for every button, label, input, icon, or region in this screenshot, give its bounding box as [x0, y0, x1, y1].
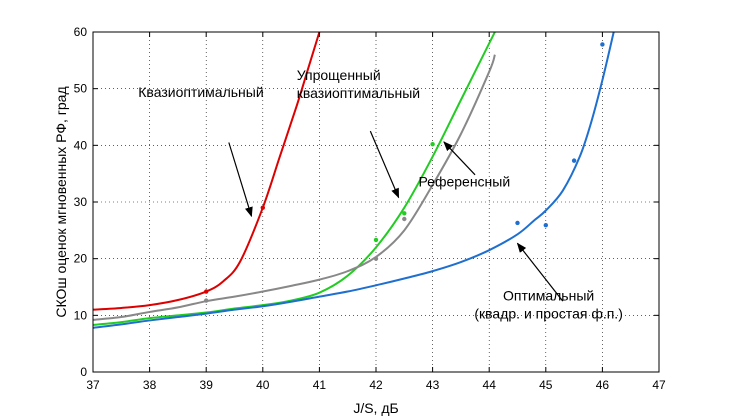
series-line — [92, 31, 321, 311]
series-quasioptimal — [92, 31, 321, 311]
series-optimal — [92, 31, 615, 329]
annotation-line: (квадр. и простая ф.п.) — [474, 306, 623, 322]
series-simplified-quasioptimal — [92, 31, 496, 326]
annotation-line: Квазиоптимальный — [138, 84, 263, 100]
data-point — [204, 298, 209, 303]
annotation-line: Упрощенный — [297, 67, 381, 83]
annotation-line: квазиоптимальный — [297, 85, 420, 101]
annotation-line: Референсный — [418, 174, 510, 190]
y-tick-label: 0 — [80, 365, 87, 379]
x-tick-label: 39 — [200, 378, 214, 392]
annotation-label: Оптимальный (квадр. и простая ф.п.) — [474, 288, 623, 322]
annotation-arrow — [369, 130, 400, 199]
y-tick-label: 60 — [74, 25, 88, 39]
y-axis-label: СКОш оценок мгновенных РФ, град — [53, 86, 69, 317]
x-tick-label: 41 — [313, 378, 327, 392]
x-tick-label: 42 — [369, 378, 383, 392]
annotation: Упрощенный квазиоптимальный — [297, 67, 420, 199]
series-line — [92, 31, 615, 329]
data-point — [204, 289, 209, 294]
data-point — [373, 237, 379, 243]
data-point — [571, 158, 577, 163]
annotation-label: Квазиоптимальный — [138, 84, 263, 100]
annotation-arrow — [228, 142, 253, 218]
annotation-label: Референсный — [418, 174, 510, 190]
data-point — [515, 220, 520, 226]
grid — [93, 32, 659, 372]
annotation-label: Упрощенный квазиоптимальный — [297, 67, 420, 101]
y-tick-label: 30 — [74, 195, 88, 209]
x-tick-label: 44 — [483, 378, 497, 392]
x-tick-label: 40 — [256, 378, 270, 392]
x-tick-label: 43 — [426, 378, 440, 392]
annotation: Референсный — [418, 141, 510, 190]
annotation-line: Оптимальный — [503, 288, 594, 304]
data-point — [402, 216, 407, 222]
x-tick-label: 37 — [86, 378, 100, 392]
annotation: Квазиоптимальный — [138, 84, 264, 218]
series-line — [92, 54, 496, 321]
x-tick-label: 38 — [143, 378, 157, 392]
x-tick-label: 46 — [596, 378, 610, 392]
annotation-layer: Квазиоптимальный Упрощенный квазиоптимальн… — [138, 67, 623, 321]
y-tick-label: 10 — [74, 308, 88, 322]
annotation: Оптимальный (квадр. и простая ф.п.) — [474, 242, 623, 322]
x-tick-label: 45 — [539, 378, 553, 392]
series-reference — [92, 54, 496, 321]
series-line — [92, 31, 496, 326]
annotation-arrow — [443, 141, 476, 176]
data-point — [543, 223, 548, 228]
data-point — [260, 205, 265, 210]
x-tick-label: 47 — [652, 378, 666, 392]
data-point — [600, 42, 605, 47]
tick-layer: 37 38 39 40 41 42 43 44 45 46 47 0 10 20 30 40 50 60 — [74, 25, 666, 392]
series-layer — [92, 31, 615, 329]
data-point — [402, 211, 407, 216]
x-axis-label: J/S, дБ — [353, 400, 398, 416]
annotation-arrow — [516, 242, 564, 302]
y-tick-label: 40 — [74, 138, 88, 152]
data-point — [430, 142, 435, 147]
y-tick-label: 20 — [74, 252, 88, 266]
data-point — [373, 256, 379, 261]
y-tick-label: 50 — [74, 82, 88, 96]
